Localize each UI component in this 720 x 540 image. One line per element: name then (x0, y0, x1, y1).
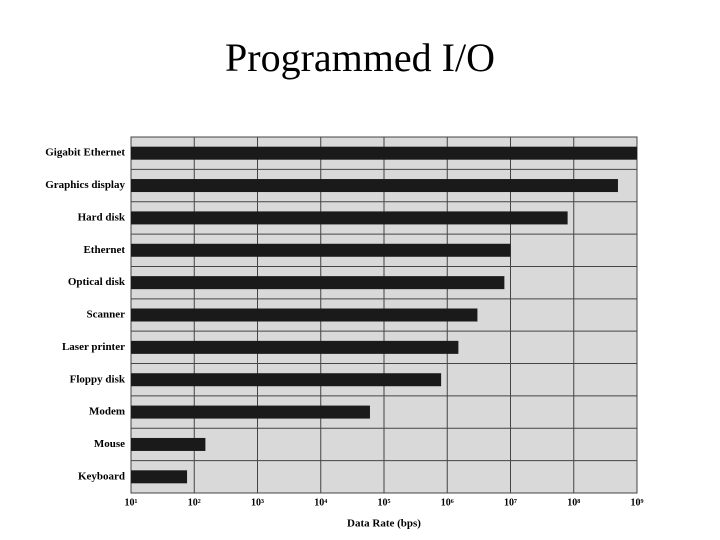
bar (131, 211, 568, 225)
bar (131, 179, 618, 193)
y-tick-label: Ethernet (83, 244, 125, 256)
x-axis-label: Data Rate (bps) (347, 518, 421, 530)
x-tick-label: 10⁹ (631, 497, 644, 508)
y-tick-label: Laser printer (62, 341, 125, 353)
x-tick-label: 10¹ (125, 497, 138, 508)
y-tick-label: Floppy disk (70, 373, 126, 385)
y-tick-label: Modem (89, 406, 125, 418)
bar (131, 437, 206, 451)
x-tick-label: 10⁸ (567, 497, 580, 508)
bar (131, 373, 442, 387)
x-tick-label: 10⁵ (378, 497, 391, 508)
bar (131, 470, 188, 484)
y-tick-label: Hard disk (78, 211, 126, 223)
y-tick-label: Graphics display (45, 179, 125, 191)
y-tick-label: Keyboard (78, 470, 125, 482)
y-tick-label: Mouse (94, 438, 125, 450)
y-tick-label: Optical disk (68, 276, 126, 288)
bar (131, 340, 459, 354)
bar (131, 276, 505, 290)
chart-title: Programmed I/O (225, 35, 495, 80)
bar (131, 405, 370, 419)
y-tick-label: Scanner (87, 309, 126, 321)
x-tick-label: 10⁴ (314, 497, 327, 508)
bar (131, 146, 637, 160)
x-tick-label: 10⁶ (441, 497, 454, 508)
x-tick-label: 10² (188, 497, 201, 508)
x-tick-label: 10⁷ (504, 497, 517, 508)
bar (131, 308, 478, 322)
x-tick-label: 10³ (251, 497, 264, 508)
bar (131, 243, 511, 257)
y-tick-label: Gigabit Ethernet (45, 147, 125, 159)
